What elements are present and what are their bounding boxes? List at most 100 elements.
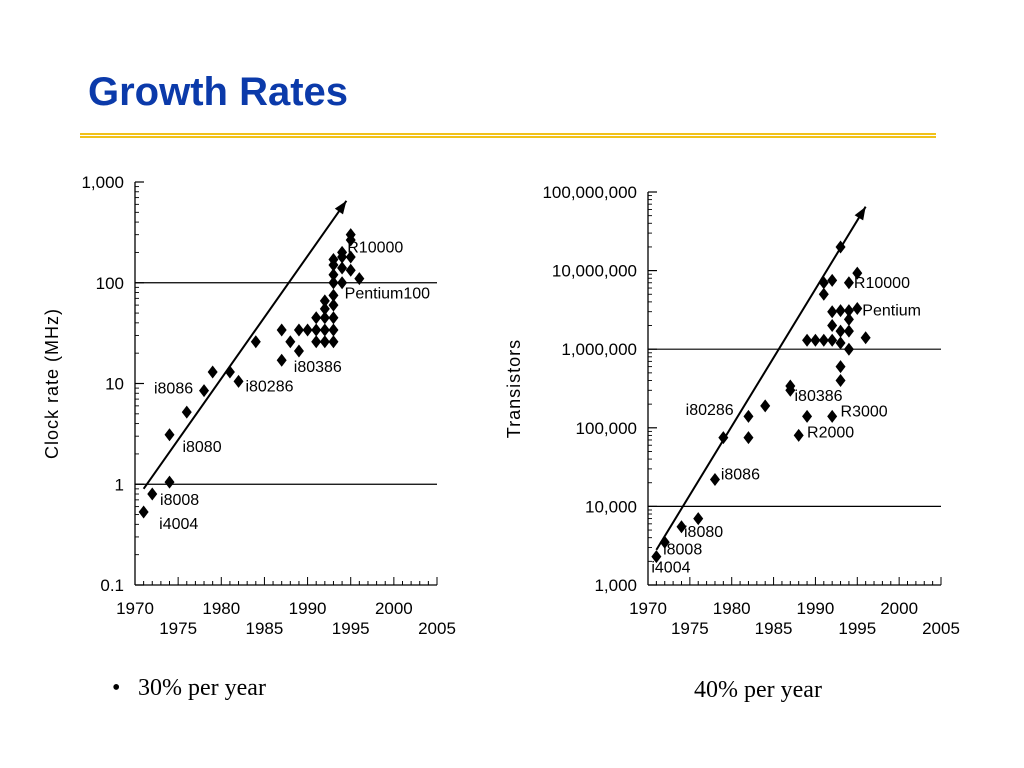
data-point: [843, 342, 854, 356]
point-label: R10000: [347, 239, 403, 256]
y-tick-label: 10,000,000: [552, 262, 637, 281]
point-label: i8008: [160, 492, 199, 509]
right-caption: 40% per year: [694, 677, 822, 703]
data-point: [835, 240, 846, 254]
data-point: [345, 250, 356, 264]
data-point: [760, 399, 771, 413]
y-tick-label: 10: [105, 375, 124, 394]
point-label: i80386: [294, 359, 342, 376]
x-tick-label: 2005: [418, 619, 456, 638]
data-point: [835, 336, 846, 350]
point-label: i80286: [245, 379, 293, 396]
data-point: [835, 373, 846, 387]
data-point: [852, 301, 863, 315]
point-label: i80386: [795, 388, 843, 405]
y-tick-label: 100: [96, 274, 124, 293]
data-point: [693, 512, 704, 526]
data-point: [354, 272, 365, 286]
data-point: [827, 409, 838, 423]
data-point: [276, 323, 287, 337]
y-axis-title: Clock rate (MHz): [42, 308, 62, 459]
data-point: [328, 298, 339, 312]
point-label: i4004: [159, 516, 198, 533]
point-label: i8086: [721, 466, 760, 483]
x-tick-label: 1995: [838, 619, 876, 638]
title-underline: [80, 133, 936, 135]
data-point: [328, 253, 339, 267]
trend-line: [655, 206, 867, 551]
data-point: [835, 360, 846, 374]
data-point: [311, 323, 322, 337]
data-point: [345, 228, 356, 242]
data-point: [709, 472, 720, 486]
clock-rate-chart: 0.1 1 10 100 1,000 1970 1980 1990 2000 1975 1985 19…: [42, 173, 456, 638]
data-point: [818, 276, 829, 290]
data-point: [743, 409, 754, 423]
data-point: [843, 324, 854, 338]
point-label: R2000: [807, 425, 854, 442]
transistor-count-chart: 1,000 10,000 100,000 1,000,000 10,000,000 100…: [504, 183, 960, 638]
point-label: R3000: [841, 403, 888, 420]
data-point: [659, 535, 670, 549]
data-point: [311, 311, 322, 325]
x-tick-label: 2000: [375, 599, 413, 618]
left-caption-text: 30% per year: [138, 675, 266, 701]
data-point: [827, 273, 838, 287]
data-point: [224, 365, 235, 379]
data-point: [147, 487, 158, 501]
data-point: [843, 312, 854, 326]
data-point: [276, 353, 287, 367]
data-point: [164, 475, 175, 489]
left-caption: • 30% per year: [112, 675, 266, 702]
point-label: i8080: [182, 439, 221, 456]
x-tick-label: 1985: [246, 619, 284, 638]
data-point: [802, 333, 813, 347]
data-point: [676, 520, 687, 534]
data-point: [835, 304, 846, 318]
data-point: [319, 335, 330, 349]
data-point: [835, 324, 846, 338]
x-tick-label: 1990: [289, 599, 327, 618]
title-underline-second: [80, 136, 936, 138]
data-point: [328, 288, 339, 302]
x-tick-label: 2000: [880, 599, 918, 618]
data-point: [328, 276, 339, 290]
trend-line: [142, 200, 348, 490]
data-point: [337, 245, 348, 259]
x-tick-label: 1975: [671, 619, 709, 638]
x-tick-label: 1980: [202, 599, 240, 618]
point-label: i8080: [684, 524, 723, 541]
data-point: [319, 323, 330, 337]
data-point: [818, 287, 829, 301]
data-point: [827, 305, 838, 319]
point-label: i4004: [651, 559, 690, 576]
x-tick-label: 1985: [755, 619, 793, 638]
data-point: [250, 335, 261, 349]
trend-arrowhead: [854, 206, 866, 221]
y-tick-label: 1: [115, 475, 124, 494]
data-point: [345, 263, 356, 277]
data-point: [827, 319, 838, 333]
data-point: [138, 505, 149, 519]
data-point: [818, 333, 829, 347]
data-point: [843, 276, 854, 290]
y-tick-label: 100,000,000: [542, 183, 637, 202]
y-axis-title: Transistors: [504, 339, 524, 438]
point-label: i8008: [663, 541, 702, 558]
point-label: i80286: [686, 402, 734, 419]
x-tick-label: 1970: [629, 599, 667, 618]
data-point: [328, 335, 339, 349]
x-tick-label: 1980: [713, 599, 751, 618]
data-point: [852, 266, 863, 280]
bullet-icon: •: [112, 675, 121, 701]
data-point: [311, 335, 322, 349]
data-point: [793, 428, 804, 442]
x-tick-label: 1975: [159, 619, 197, 638]
data-point: [651, 550, 662, 564]
data-point: [843, 304, 854, 318]
data-point: [337, 261, 348, 275]
data-point: [293, 323, 304, 337]
data-point: [802, 409, 813, 423]
y-tick-label: 10,000: [585, 497, 637, 516]
